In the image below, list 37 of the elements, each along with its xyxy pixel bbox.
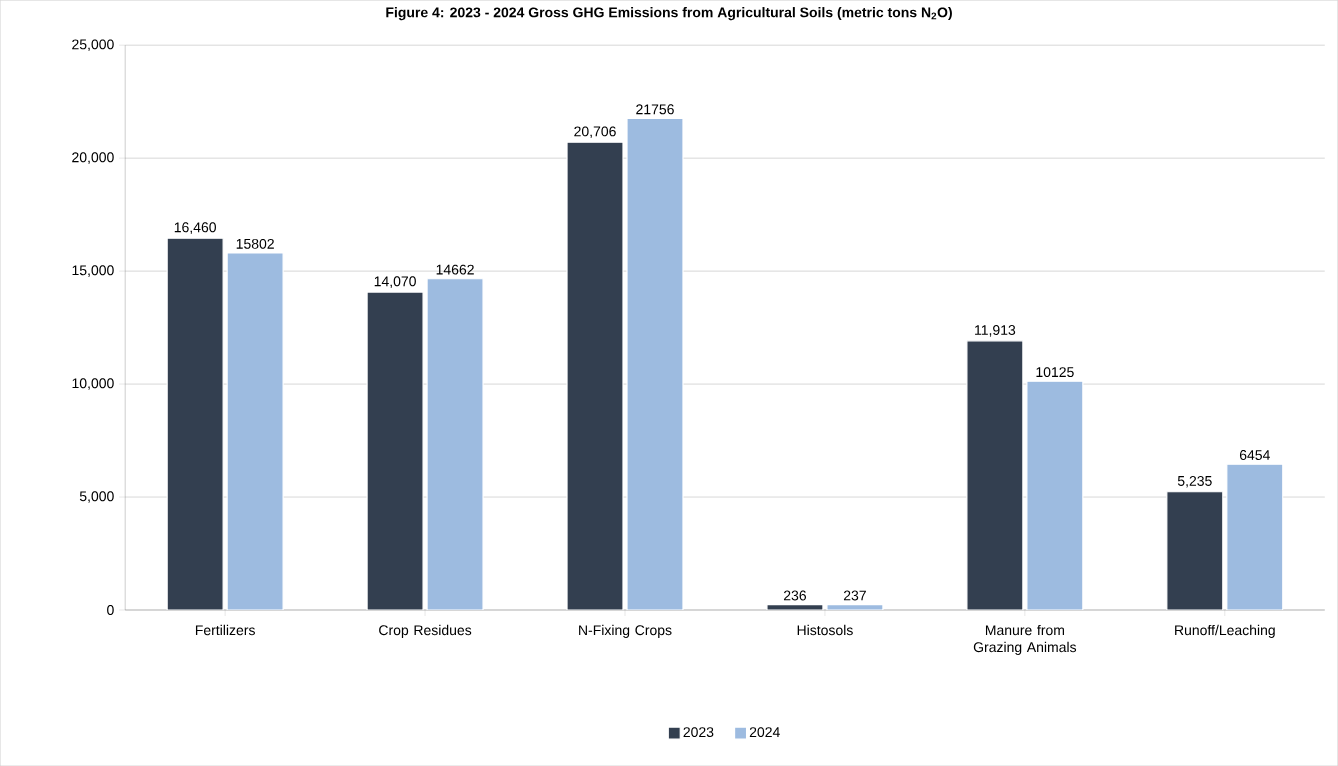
bar <box>366 291 424 610</box>
data-label: 15802 <box>236 238 274 249</box>
data-label: 21756 <box>636 104 674 115</box>
data-label: 20,706 <box>574 126 616 138</box>
chart-title: Figure 4: 2023 - 2024 Gross GHG Emissions from Agricultural Soils (metric tons N$_{2}$O) <box>386 6 952 21</box>
data-label: 14,070 <box>374 276 416 288</box>
x-tick-label: Histosols <box>797 624 853 636</box>
data-label: 10125 <box>1036 367 1074 377</box>
x-tick-label: Runoff/Leaching <box>1175 624 1275 638</box>
y-tick-label: 0 <box>107 604 114 615</box>
data-label: 5,235 <box>1177 475 1212 488</box>
data-label: 237 <box>843 590 866 601</box>
data-label: 14662 <box>436 264 474 275</box>
bar <box>566 141 624 610</box>
legend-label: 2024 <box>749 727 780 737</box>
x-tick-label: Fertilizers <box>195 624 255 636</box>
bar <box>1166 491 1224 610</box>
x-tick-label: Manure from Grazing Animals <box>973 624 1077 655</box>
y-tick-label: 15,000 <box>72 265 114 277</box>
data-label: 236 <box>783 590 807 601</box>
data-label: 6454 <box>1239 450 1270 460</box>
bar <box>626 117 684 610</box>
x-tick-label: N-Fixing Crops <box>579 624 672 638</box>
bar <box>166 237 224 610</box>
data-label: 11,913 <box>975 325 1016 337</box>
bar <box>1026 380 1084 610</box>
y-tick-label: 10,000 <box>72 378 114 390</box>
bar <box>226 252 284 610</box>
data-label: 16,460 <box>174 222 216 234</box>
y-tick-label: 25,000 <box>72 39 114 51</box>
x-tick-label: Crop Residues <box>379 624 472 638</box>
bar <box>426 278 484 610</box>
legend-label: 2023 <box>683 727 714 737</box>
bar <box>1226 463 1284 610</box>
bar <box>966 340 1024 610</box>
y-tick-label: 20,000 <box>72 152 114 164</box>
y-tick-label: 5,000 <box>79 491 114 503</box>
